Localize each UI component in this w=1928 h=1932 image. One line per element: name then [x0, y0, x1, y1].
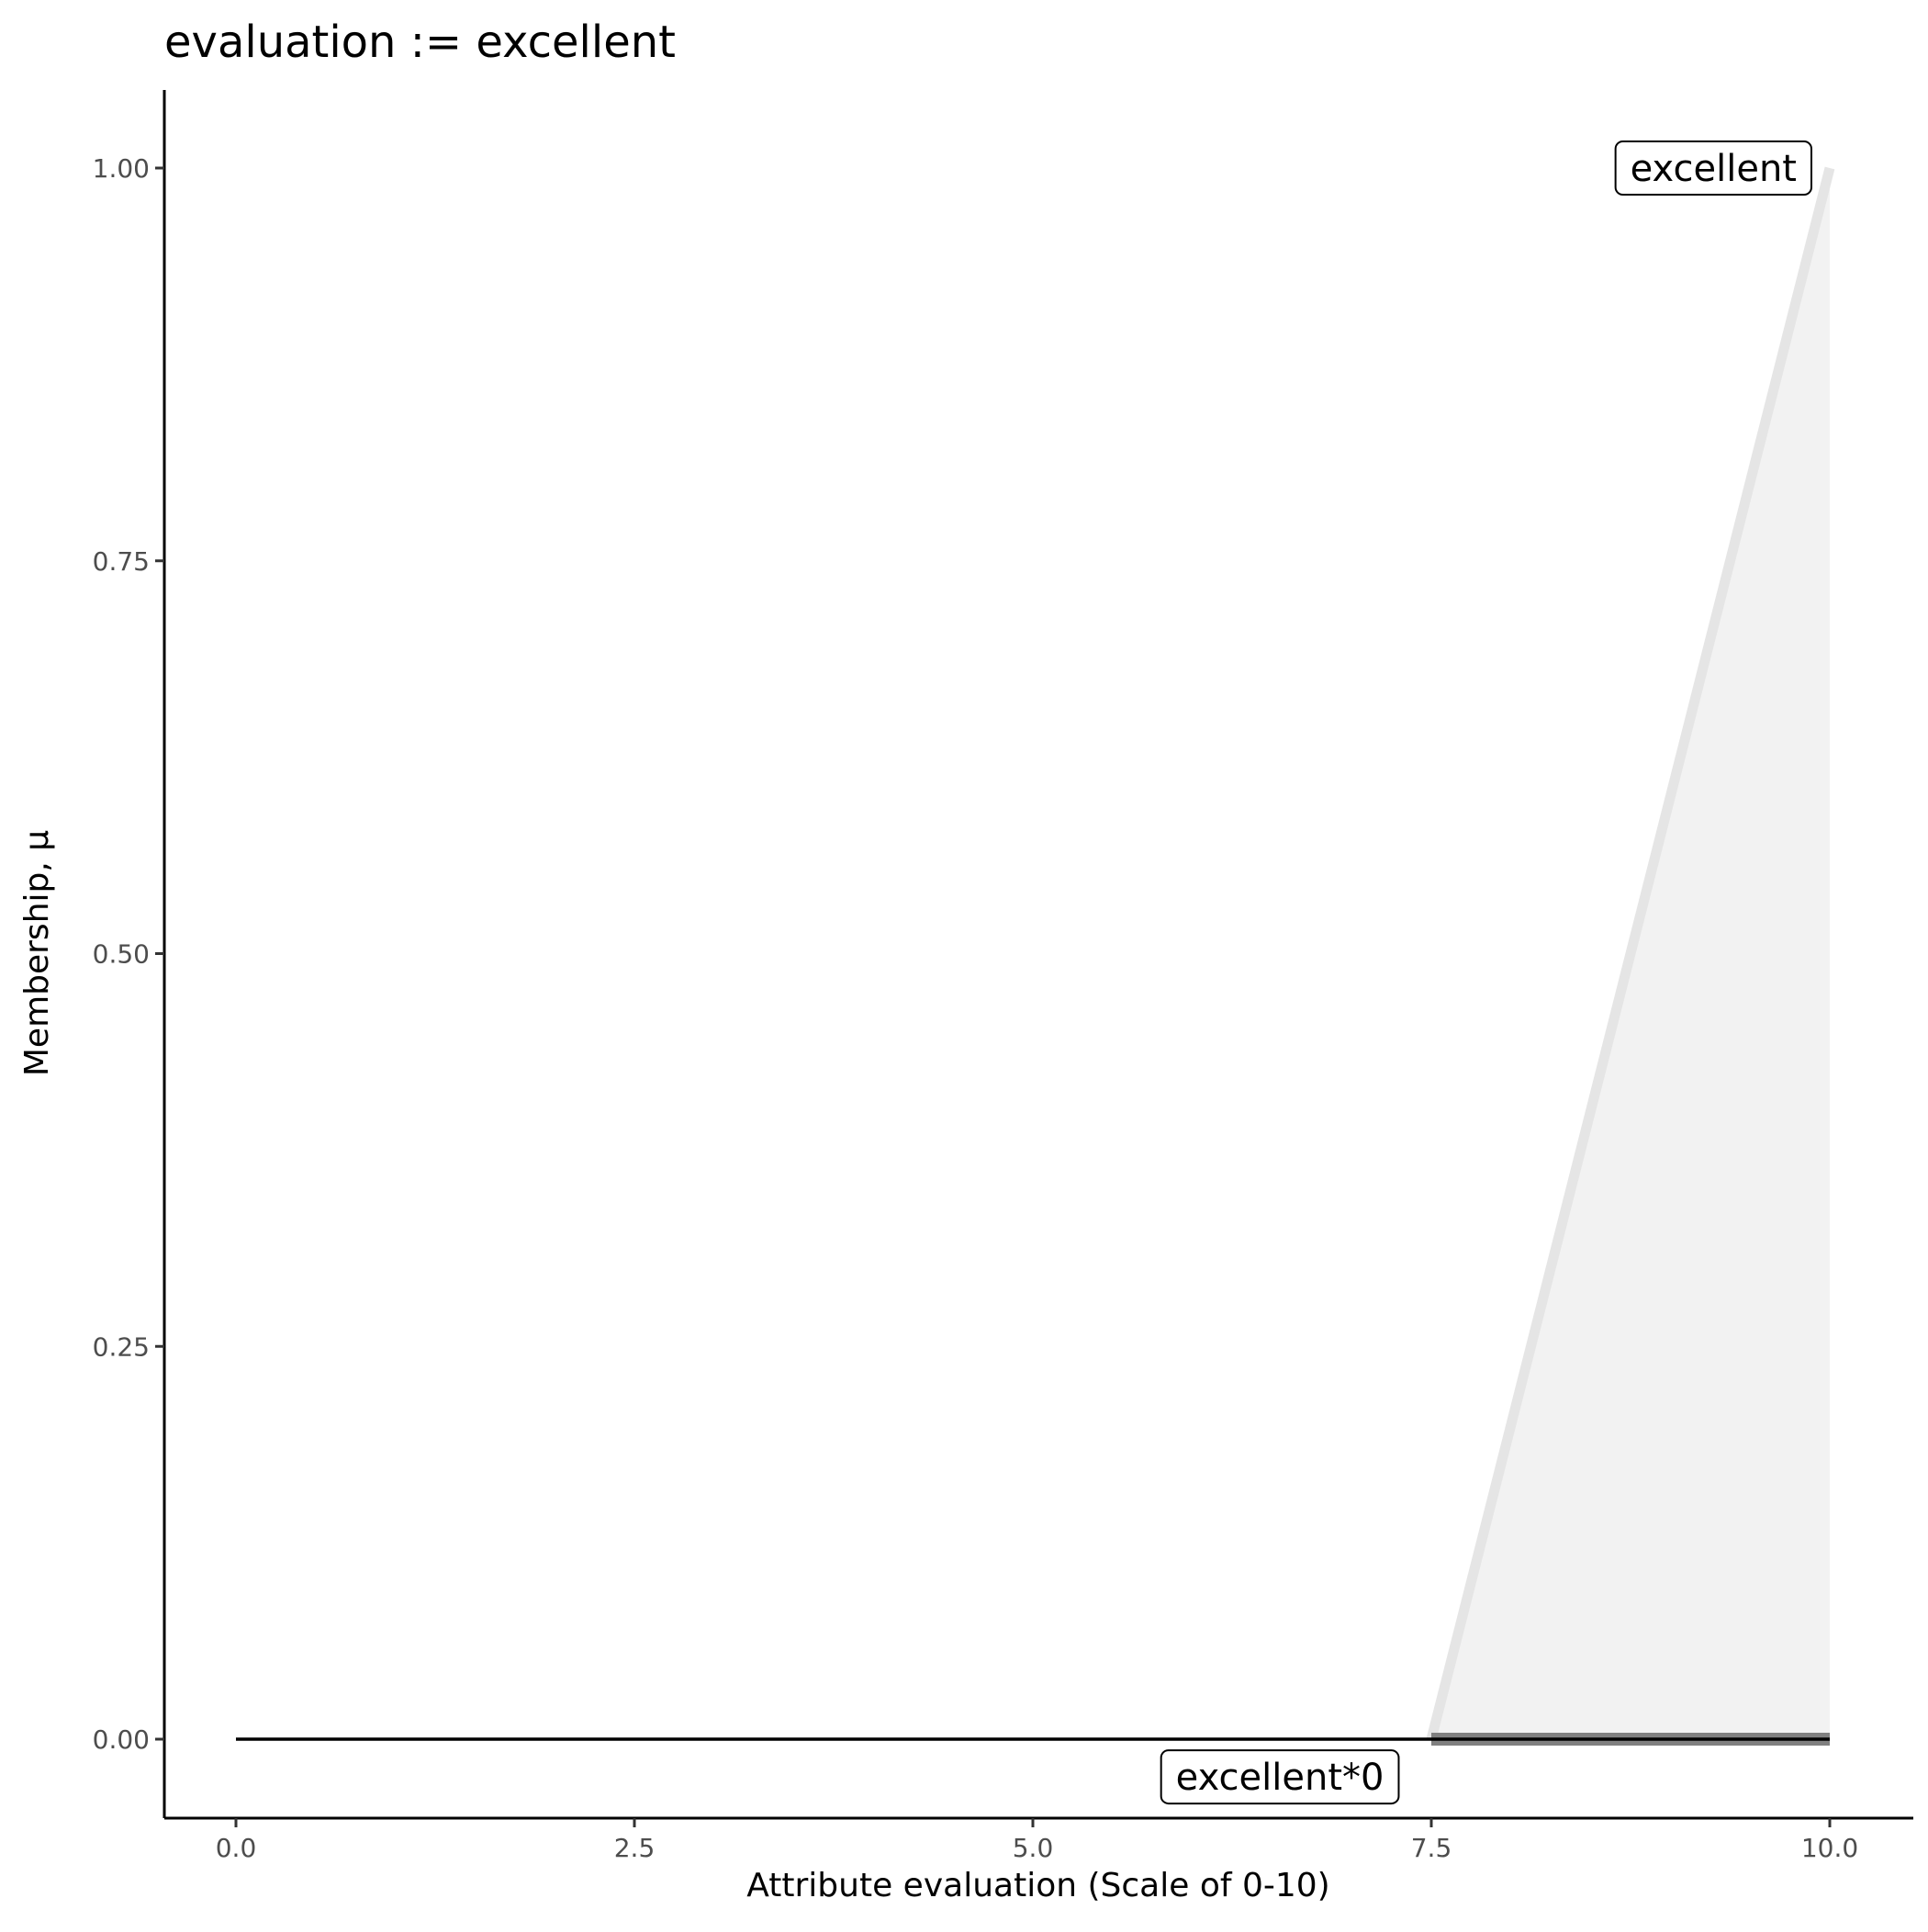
x-tick-label: 5.0: [1013, 1833, 1054, 1863]
y-tick-label: 0.75: [93, 546, 150, 577]
excellent-line: [1426, 166, 1835, 1741]
x-tick-label: 0.0: [216, 1833, 257, 1863]
y-axis-title: Membership, μ: [18, 830, 56, 1076]
x-axis-title: Attribute evaluation (Scale of 0-10): [746, 1867, 1329, 1904]
y-tick-label: 0.25: [93, 1331, 150, 1362]
chart-title: evaluation := excellent: [164, 17, 676, 68]
y-tick-label: 0.50: [93, 939, 150, 970]
x-tick-label: 7.5: [1411, 1833, 1452, 1863]
y-tick-label: 0.00: [93, 1724, 150, 1755]
annotation-label: excellent*0: [1176, 1757, 1384, 1799]
x-tick-label: 2.5: [614, 1833, 656, 1863]
y-tick-label: 1.00: [93, 153, 150, 184]
annotation-label: excellent: [1631, 148, 1797, 190]
annotation-box: [1614, 140, 1812, 196]
annotation-box: [1160, 1749, 1400, 1805]
x-tick-label: 10.0: [1801, 1833, 1858, 1863]
